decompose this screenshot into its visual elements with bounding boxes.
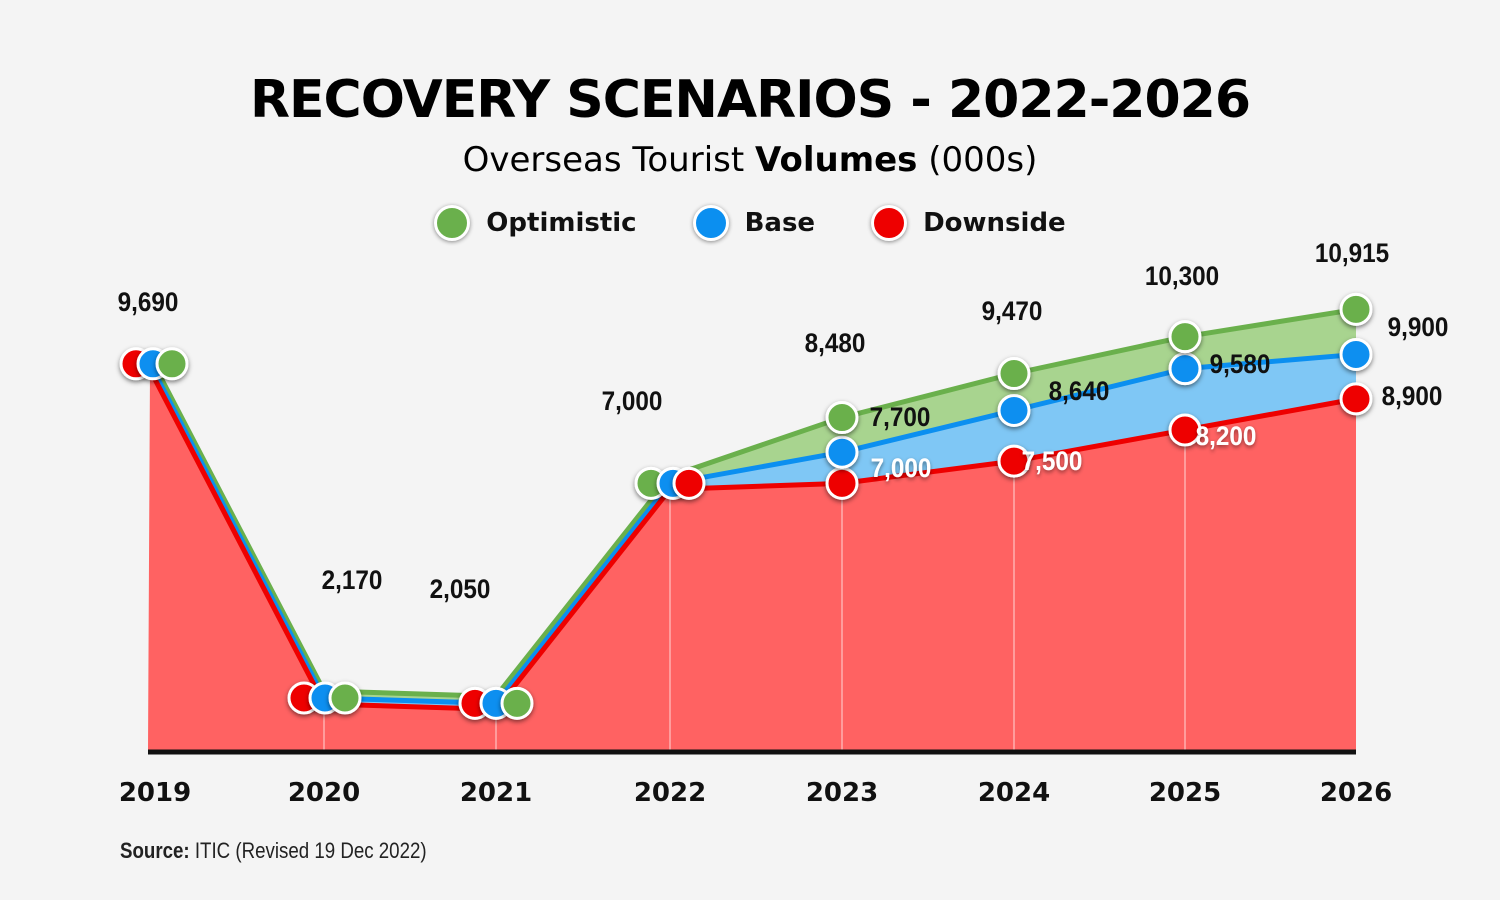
data-label-optimistic: 9,690 bbox=[118, 288, 179, 317]
legend-label-optimistic: Optimistic bbox=[486, 208, 637, 238]
legend-item-downside: Downside bbox=[871, 205, 1066, 241]
x-tick-label: 2021 bbox=[460, 778, 532, 808]
point-base bbox=[1168, 352, 1202, 386]
point-optimistic bbox=[825, 401, 859, 435]
x-tick-label: 2024 bbox=[978, 778, 1050, 808]
x-tick-label: 2023 bbox=[806, 778, 878, 808]
data-label-downside: 7,000 bbox=[871, 454, 932, 483]
point-optimistic bbox=[1339, 292, 1373, 326]
point-downside bbox=[825, 466, 859, 500]
legend-marker-downside bbox=[871, 205, 908, 241]
data-label-optimistic: 7,000 bbox=[602, 387, 663, 416]
data-label-downside: 8,200 bbox=[1196, 422, 1257, 451]
legend-item-optimistic: Optimistic bbox=[434, 205, 637, 241]
legend-marker-base bbox=[692, 205, 729, 241]
subtitle-part-2: Volumes bbox=[755, 140, 918, 180]
area-optimistic bbox=[150, 309, 1356, 704]
x-tick-label: 2025 bbox=[1149, 778, 1221, 808]
data-label-optimistic: 9,470 bbox=[982, 297, 1043, 326]
data-label-base: 9,580 bbox=[1210, 350, 1271, 379]
x-tick-label: 2020 bbox=[288, 778, 360, 808]
point-base bbox=[825, 435, 859, 469]
point-optimistic bbox=[500, 686, 534, 720]
source-text: ITIC (Revised 19 Dec 2022) bbox=[194, 838, 427, 863]
point-downside bbox=[997, 444, 1031, 478]
data-label-base: 7,700 bbox=[870, 403, 931, 432]
x-tick-label: 2022 bbox=[634, 778, 706, 808]
data-label-downside: 8,900 bbox=[1382, 382, 1443, 411]
data-label-optimistic: 2,050 bbox=[430, 575, 491, 604]
legend: Optimistic Base Downside bbox=[0, 205, 1500, 241]
point-optimistic bbox=[997, 357, 1031, 391]
source-note: Source: ITIC (Revised 19 Dec 2022) bbox=[120, 838, 427, 864]
data-label-optimistic: 2,170 bbox=[322, 566, 383, 595]
point-optimistic bbox=[1168, 320, 1202, 354]
area-downside bbox=[148, 369, 1356, 750]
point-base bbox=[1339, 337, 1373, 371]
data-label-optimistic: 10,915 bbox=[1315, 239, 1389, 268]
x-tick-label: 2019 bbox=[119, 778, 191, 808]
legend-marker-optimistic bbox=[434, 205, 471, 241]
chart-subtitle: Overseas Tourist Volumes (000s) bbox=[0, 140, 1500, 180]
data-label-downside: 7,500 bbox=[1022, 447, 1083, 476]
data-label-optimistic: 10,300 bbox=[1145, 262, 1219, 291]
subtitle-part-3: (000s) bbox=[928, 140, 1038, 180]
point-downside bbox=[1168, 413, 1202, 447]
point-downside bbox=[1339, 382, 1373, 416]
chart-title: RECOVERY SCENARIOS - 2022-2026 bbox=[249, 70, 1251, 130]
point-downside bbox=[672, 466, 706, 500]
legend-label-downside: Downside bbox=[923, 208, 1066, 238]
point-optimistic bbox=[155, 347, 189, 381]
source-label: Source: bbox=[120, 838, 190, 863]
area-base bbox=[150, 354, 1356, 710]
data-label-base: 9,900 bbox=[1388, 313, 1449, 342]
data-label-optimistic: 8,480 bbox=[805, 329, 866, 358]
legend-label-base: Base bbox=[744, 208, 816, 238]
data-label-base: 8,640 bbox=[1049, 377, 1110, 406]
legend-item-base: Base bbox=[692, 205, 816, 241]
point-base bbox=[997, 393, 1031, 427]
point-optimistic bbox=[328, 681, 362, 715]
x-tick-label: 2026 bbox=[1320, 778, 1392, 808]
subtitle-part-1: Overseas Tourist bbox=[462, 140, 745, 180]
